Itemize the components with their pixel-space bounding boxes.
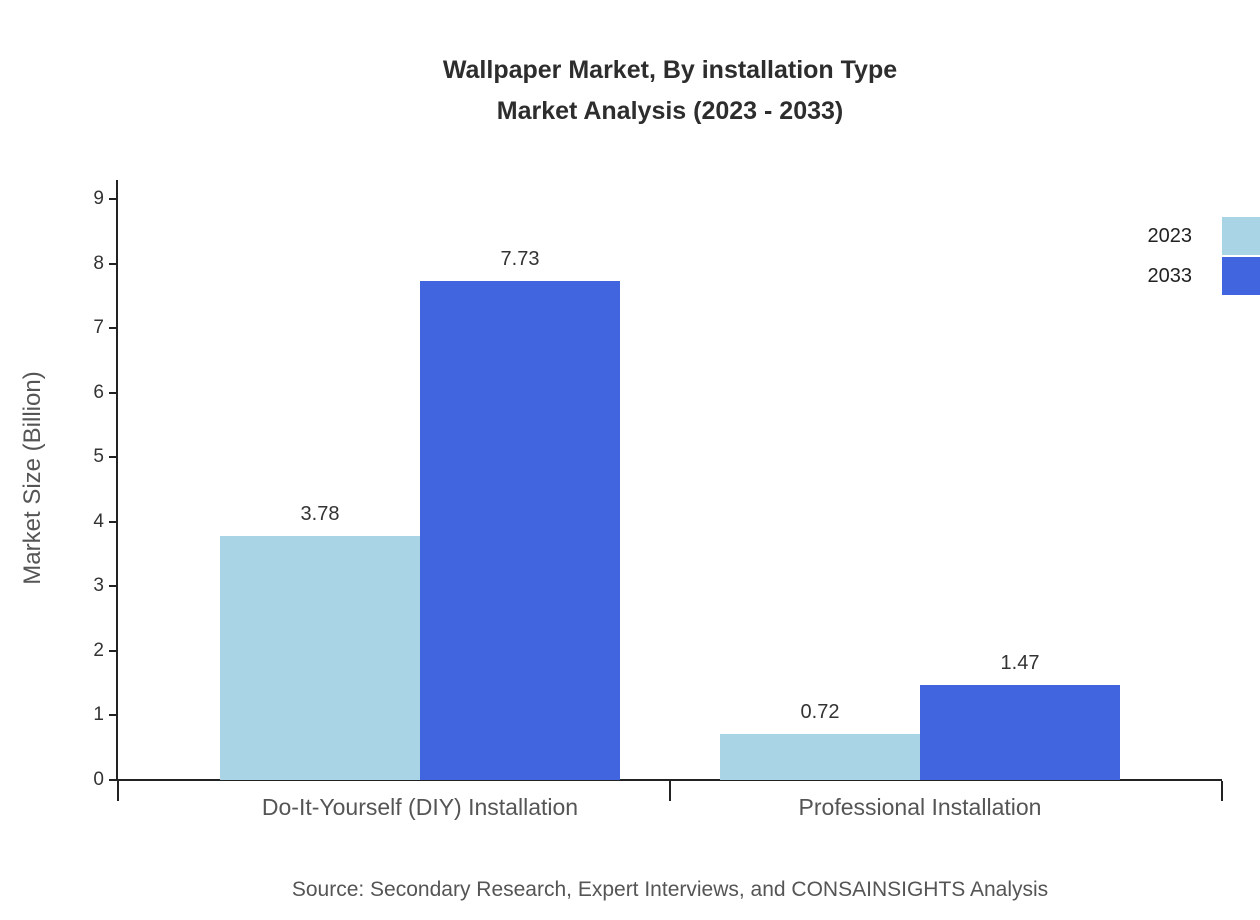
- y-tick-label: 6: [93, 381, 104, 403]
- y-tick-label: 2: [93, 639, 104, 661]
- bar-2023-professional: [720, 733, 920, 780]
- y-axis-label: Market Size (Billion): [19, 371, 46, 585]
- y-tick-mark: [109, 456, 118, 459]
- legend-swatch: [1222, 257, 1260, 295]
- bar-value-label: 3.78: [300, 502, 340, 525]
- legend-label: 2023: [1147, 224, 1193, 247]
- x-tick-mark: [1221, 781, 1223, 801]
- y-tick-label: 8: [93, 252, 104, 274]
- legend-label: 2033: [1147, 264, 1193, 287]
- y-tick-mark: [109, 262, 118, 265]
- y-tick-label: 1: [93, 704, 104, 726]
- chart-title-line2: Market Analysis (2023 - 2033): [496, 97, 844, 125]
- bar-2033-professional: [920, 685, 1120, 780]
- y-tick-mark: [109, 198, 118, 200]
- x-tick-mark: [669, 781, 671, 801]
- legend-swatch: [1222, 217, 1260, 255]
- y-tick-label: 7: [93, 317, 104, 339]
- x-axis-line: [116, 779, 1222, 781]
- y-tick-mark: [109, 649, 118, 652]
- source-note: Source: Secondary Research, Expert Inter…: [291, 878, 1049, 901]
- y-tick-label: 4: [93, 510, 104, 532]
- y-tick-mark: [109, 391, 118, 394]
- bar-2033-diy: [420, 280, 620, 780]
- category-label: Do-It-Yourself (DIY) Installation: [261, 794, 579, 820]
- y-tick-mark: [109, 520, 118, 523]
- bar-value-label: 1.47: [1000, 652, 1040, 675]
- y-tick-mark: [109, 714, 118, 717]
- category-label: Professional Installation: [798, 794, 1042, 820]
- legend: 2023 2033: [1148, 217, 1260, 297]
- bar-2023-diy: [220, 535, 420, 780]
- y-tick-label: 0: [93, 769, 104, 790]
- y-tick-label: 3: [93, 575, 104, 597]
- y-tick-mark: [109, 327, 118, 330]
- legend-item-2023: 2023: [1148, 217, 1260, 255]
- y-tick-mark: [109, 585, 118, 588]
- x-tick-mark: [117, 781, 119, 801]
- y-axis-line: [116, 180, 118, 781]
- chart-title: Wallpaper Market, By installation Type M…: [118, 50, 1222, 132]
- y-tick-mark: [109, 779, 118, 781]
- bar-value-label: 0.72: [800, 700, 840, 723]
- y-tick-label: 5: [93, 446, 104, 468]
- legend-item-2033: 2033: [1148, 257, 1260, 295]
- y-tick-label: 9: [93, 188, 104, 209]
- bar-value-label: 7.73: [500, 247, 540, 270]
- chart-title-line1: Wallpaper Market, By installation Type: [442, 56, 898, 84]
